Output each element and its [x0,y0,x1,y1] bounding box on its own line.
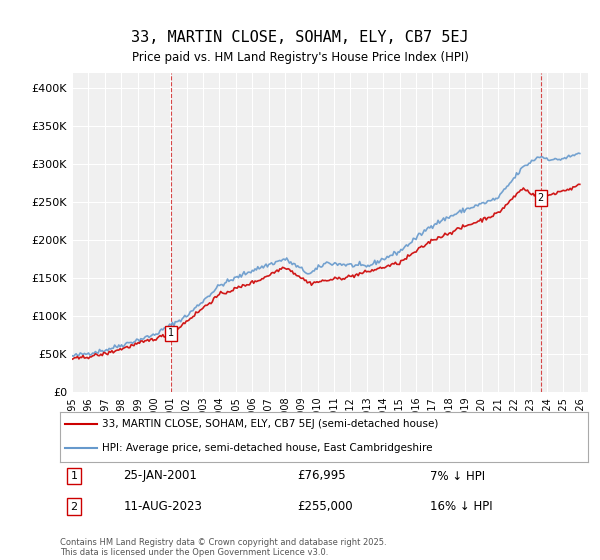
Text: HPI: Average price, semi-detached house, East Cambridgeshire: HPI: Average price, semi-detached house,… [102,443,433,453]
Text: £255,000: £255,000 [298,500,353,514]
Text: 1: 1 [71,471,77,481]
Text: 16% ↓ HPI: 16% ↓ HPI [430,500,492,514]
Text: 2: 2 [71,502,77,512]
Text: 2: 2 [538,193,544,203]
Text: £76,995: £76,995 [298,469,346,483]
Text: Price paid vs. HM Land Registry's House Price Index (HPI): Price paid vs. HM Land Registry's House … [131,52,469,64]
Text: 7% ↓ HPI: 7% ↓ HPI [430,469,485,483]
Text: Contains HM Land Registry data © Crown copyright and database right 2025.
This d: Contains HM Land Registry data © Crown c… [60,538,386,557]
Text: 33, MARTIN CLOSE, SOHAM, ELY, CB7 5EJ: 33, MARTIN CLOSE, SOHAM, ELY, CB7 5EJ [131,30,469,45]
Text: 11-AUG-2023: 11-AUG-2023 [124,500,202,514]
Text: 33, MARTIN CLOSE, SOHAM, ELY, CB7 5EJ (semi-detached house): 33, MARTIN CLOSE, SOHAM, ELY, CB7 5EJ (s… [102,419,439,429]
Text: 25-JAN-2001: 25-JAN-2001 [124,469,197,483]
Text: 1: 1 [169,329,175,338]
